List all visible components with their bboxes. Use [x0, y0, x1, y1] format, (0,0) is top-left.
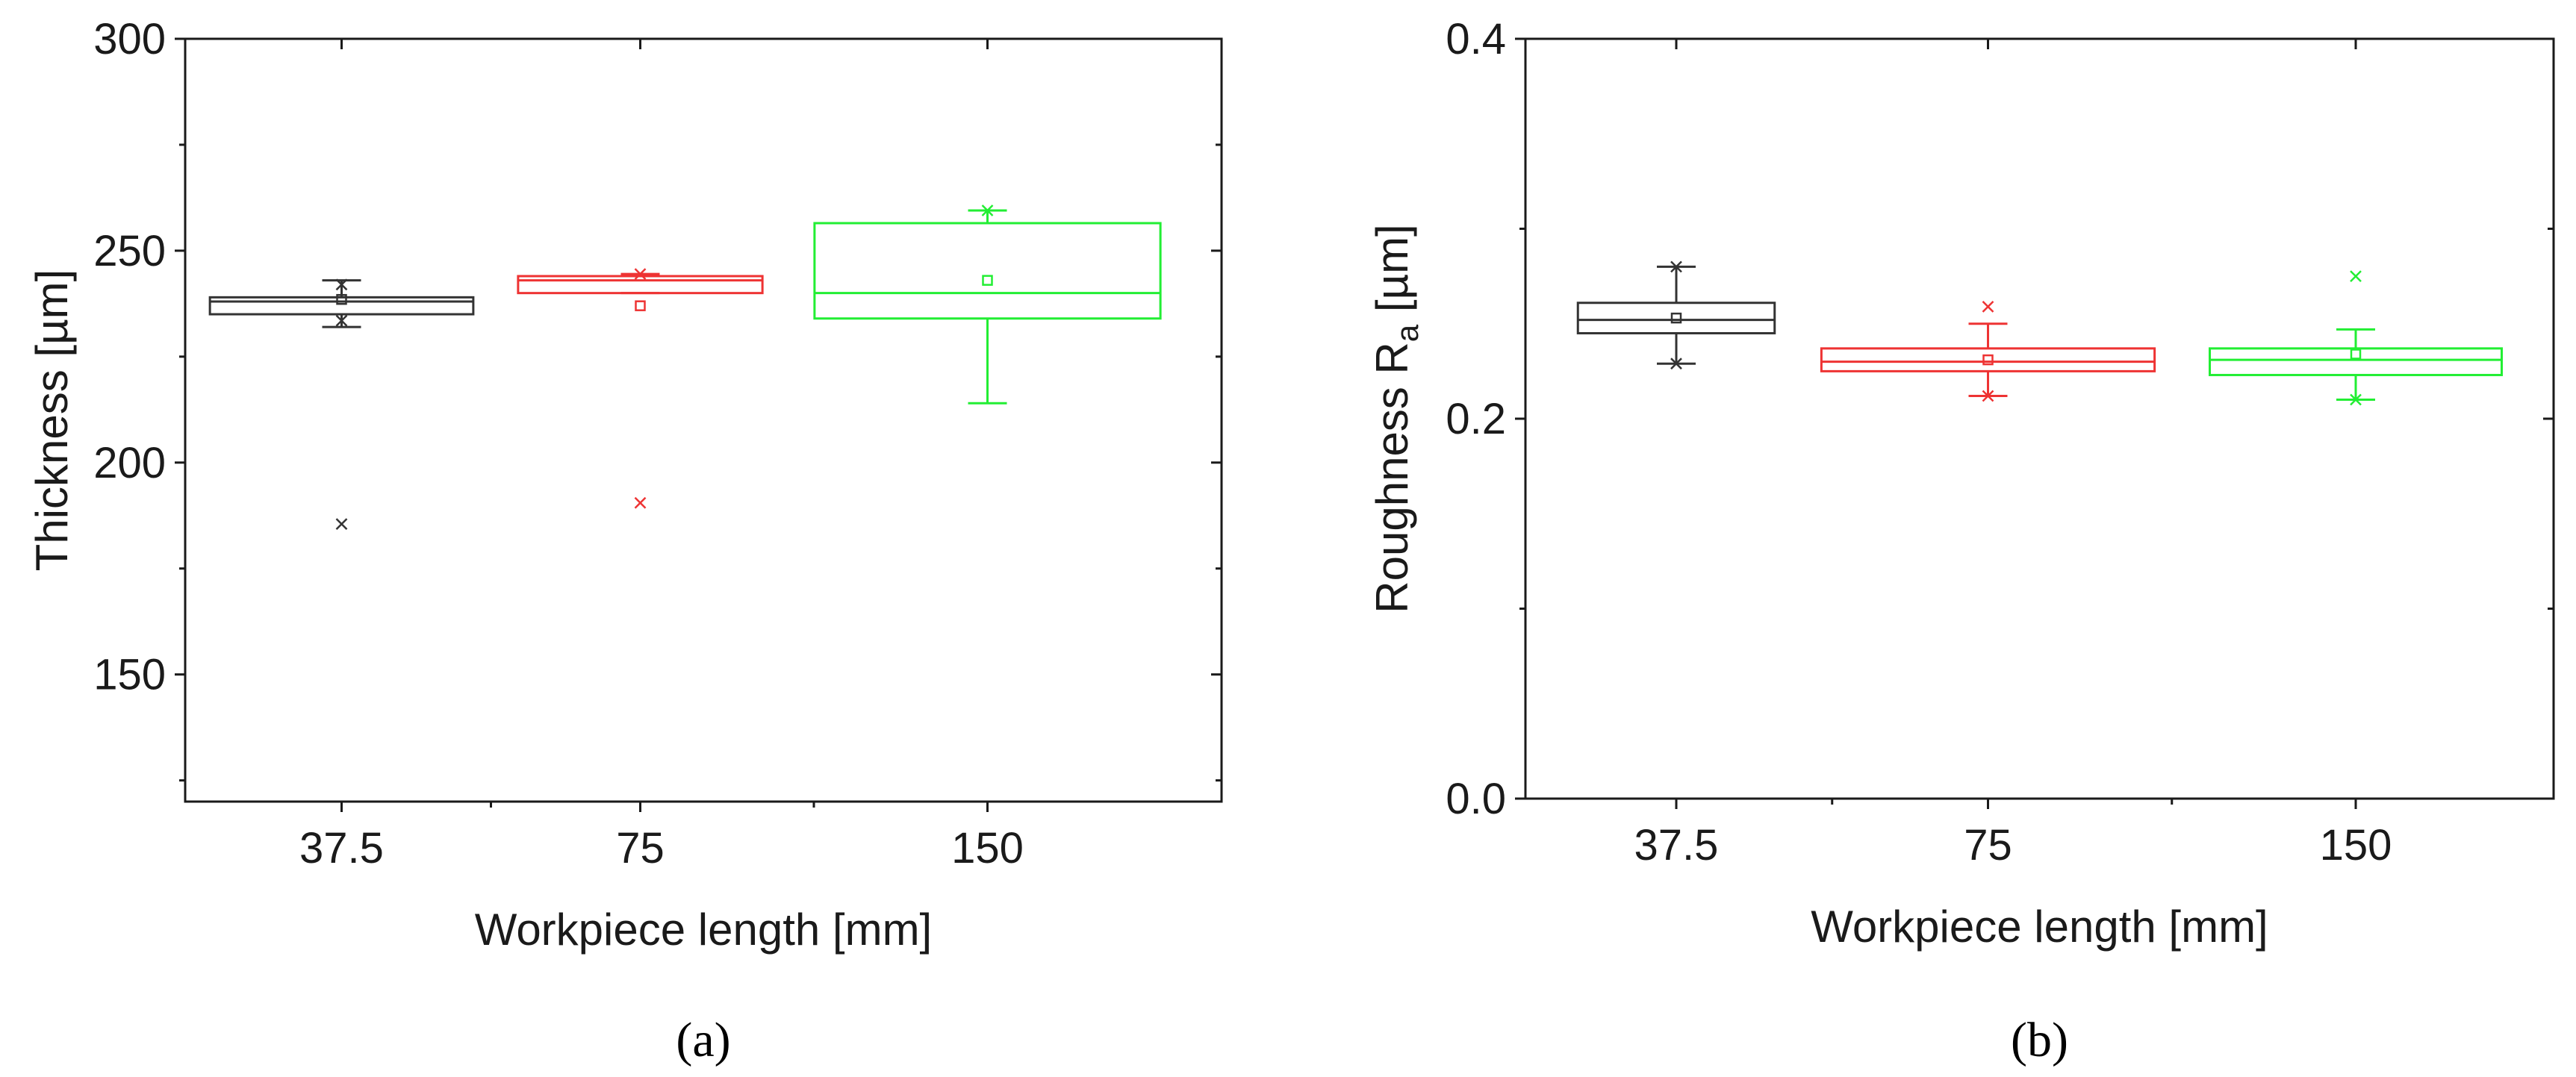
y-tick-label: 200: [93, 439, 166, 487]
outlier-marker: [981, 205, 994, 216]
x-tick-label: 75: [1964, 821, 2012, 870]
outlier-stroke: [1982, 390, 1994, 402]
outlier-marker: [1670, 260, 1682, 273]
box-75: [517, 268, 764, 509]
y-tick-label: 300: [93, 15, 166, 63]
outlier-stroke: [2350, 393, 2362, 406]
y-tick-label: 250: [93, 227, 166, 275]
outlier-marker: [335, 518, 348, 530]
panel-b-roughness-chart: 0.0 0.2 0.4 37.5 75 150 Workpiece length [mm] R…: [1367, 15, 2555, 1067]
outlier-marker: [2350, 270, 2362, 283]
plot-frame: [184, 37, 1223, 803]
y-tick-label: 0.2: [1446, 395, 1506, 443]
y-axis-title: Thickness [µm]: [27, 269, 77, 572]
box-iqr: [1820, 347, 2156, 372]
y-axis-title-text: Thickness [µm]: [27, 269, 77, 572]
x-axis-title: Workpiece length [mm]: [1811, 902, 2268, 952]
x-tick-label: 37.5: [1634, 821, 1719, 870]
mean-marker: [336, 293, 347, 305]
plot-frame: [1524, 37, 2555, 800]
mean-marker: [635, 300, 646, 311]
y-tick-label: 0.4: [1446, 15, 1506, 63]
y-tick-label: 150: [93, 651, 166, 699]
y-axis-title-subscript: a: [1390, 324, 1425, 342]
outlier-marker: [1670, 358, 1682, 370]
outlier-stroke: [2350, 270, 2362, 283]
y-axis-title: Roughness Ra [µm]: [1367, 224, 1425, 613]
outlier-marker: [335, 314, 348, 327]
box-iqr: [517, 275, 764, 295]
mean-marker: [2350, 349, 2362, 360]
outlier-stroke: [1670, 260, 1682, 273]
outlier-stroke: [1982, 300, 1994, 313]
outlier-stroke: [335, 518, 348, 530]
box-75: [1820, 300, 2156, 402]
outlier-stroke: [981, 205, 994, 216]
panel-label: (a): [676, 1013, 730, 1067]
outlier-stroke: [335, 314, 348, 327]
outlier-marker: [1982, 300, 1994, 313]
box-iqr: [208, 296, 475, 316]
y-tick-label: 0.0: [1446, 775, 1506, 823]
outlier-marker: [1982, 390, 1994, 402]
mean-marker: [982, 275, 993, 286]
box-iqr: [2209, 347, 2503, 376]
box-37-5: [1576, 260, 1776, 370]
outlier-marker: [634, 496, 647, 509]
outlier-stroke: [335, 278, 348, 291]
x-tick-label: 150: [951, 824, 1024, 872]
outlier-marker: [335, 278, 348, 291]
x-axis-title: Workpiece length [mm]: [475, 905, 932, 955]
y-axis-title-text: Roughness R: [1367, 342, 1417, 614]
outlier-stroke: [634, 268, 647, 281]
panel-label: (b): [2011, 1013, 2068, 1067]
outlier-marker: [634, 268, 647, 281]
box-37-5: [208, 278, 475, 530]
box-iqr: [813, 222, 1162, 320]
outlier-stroke: [634, 496, 647, 509]
y-axis-title-unit: [µm]: [1367, 224, 1417, 325]
box-iqr: [1576, 302, 1776, 334]
panel-a-thickness-chart: 150 200 250 300 37.5 75 150 Workpiece length [m…: [27, 15, 1223, 1067]
outlier-stroke: [1670, 358, 1682, 370]
x-tick-label: 37.5: [299, 824, 384, 872]
mean-marker: [1982, 354, 1994, 366]
x-tick-label: 75: [616, 824, 665, 872]
x-tick-label: 150: [2320, 821, 2392, 870]
outlier-marker: [2350, 393, 2362, 406]
mean-marker: [1670, 312, 1682, 324]
box-150: [2209, 270, 2503, 406]
box-150: [813, 205, 1162, 405]
